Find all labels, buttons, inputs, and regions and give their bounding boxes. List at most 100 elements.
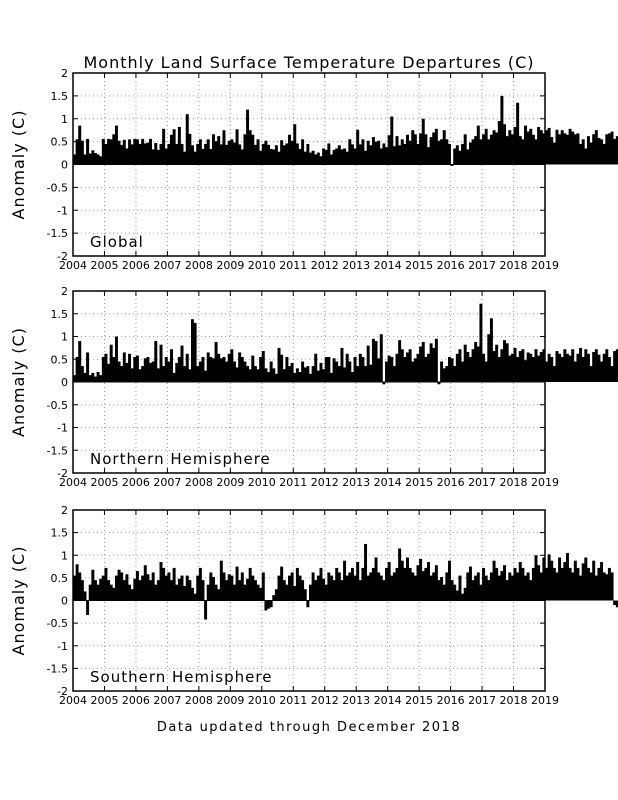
anomaly-bar: [277, 575, 281, 601]
anomaly-bar: [411, 361, 415, 382]
anomaly-bar: [107, 363, 111, 382]
anomaly-bar: [319, 362, 323, 382]
y-tick-label: -1.5: [47, 444, 68, 457]
anomaly-bar: [280, 140, 284, 165]
anomaly-bar: [471, 349, 475, 382]
anomaly-bar: [495, 132, 499, 165]
x-tick-label: 2010: [248, 476, 276, 489]
anomaly-bar: [227, 574, 231, 601]
anomaly-bar: [545, 567, 548, 601]
anomaly-bar: [419, 346, 423, 382]
x-tick-label: 2010: [248, 259, 276, 272]
anomaly-bar: [322, 578, 326, 601]
anomaly-bar: [172, 372, 176, 382]
x-tick-label: 2012: [311, 476, 339, 489]
anomaly-bar: [112, 587, 116, 601]
anomaly-bar: [88, 153, 92, 165]
anomaly-bar: [534, 139, 538, 165]
anomaly-bar: [329, 575, 333, 601]
anomaly-bar: [185, 575, 189, 601]
anomaly-bar: [398, 340, 402, 382]
y-tick-label: -0.5: [47, 617, 68, 630]
y-tick-label: 2: [61, 285, 68, 298]
anomaly-bar: [545, 361, 548, 382]
anomaly-bar: [222, 356, 226, 382]
anomaly-bar: [93, 153, 97, 165]
anomaly-bar: [382, 580, 386, 601]
anomaly-bar: [385, 361, 389, 382]
anomaly-bar: [450, 164, 454, 166]
anomaly-bar: [288, 134, 291, 165]
anomaly-bar: [471, 139, 475, 165]
anomaly-bar: [379, 334, 383, 382]
anomaly-bar: [424, 567, 428, 601]
anomaly-bar: [259, 587, 263, 601]
x-tick-label: 2013: [342, 694, 370, 707]
anomaly-bar: [337, 145, 341, 165]
anomaly-bar: [128, 139, 132, 165]
anomaly-bar: [594, 575, 598, 601]
anomaly-bar: [146, 356, 150, 382]
anomaly-bar: [390, 116, 394, 165]
anomaly-bar: [424, 356, 428, 382]
anomaly-bar: [573, 361, 577, 382]
anomaly-bar: [453, 584, 457, 601]
anomaly-bar: [264, 368, 268, 382]
anomaly-bar: [280, 354, 284, 382]
anomaly-bar: [487, 334, 491, 382]
anomaly-bar: [209, 148, 213, 165]
anomaly-bar: [576, 567, 580, 601]
anomaly-bar: [107, 580, 111, 601]
anomaly-bar: [482, 567, 486, 601]
y-tick-label: 1.5: [51, 308, 69, 321]
anomaly-bar: [589, 366, 593, 382]
anomaly-bar: [445, 139, 449, 165]
anomaly-bar: [104, 353, 108, 382]
anomaly-bar: [453, 366, 457, 382]
anomaly-bar: [550, 356, 554, 382]
anomaly-bar: [461, 593, 465, 601]
anomaly-bar: [151, 149, 155, 165]
anomaly-bar: [232, 361, 236, 382]
anomaly-bar: [500, 95, 504, 165]
anomaly-bar: [112, 356, 116, 382]
x-tick-label: 2019: [531, 694, 559, 707]
anomaly-bar: [122, 352, 126, 382]
anomaly-bar: [466, 149, 470, 165]
x-tick-label: 2010: [248, 694, 276, 707]
anomaly-bar: [306, 366, 310, 382]
anomaly-bar: [272, 149, 276, 165]
x-tick-label: 2013: [342, 476, 370, 489]
anomaly-bar: [267, 144, 271, 165]
anomaly-bar: [78, 572, 82, 601]
anomaly-bar: [99, 578, 103, 601]
y-tick-label: 1: [61, 331, 68, 344]
anomaly-bar: [508, 130, 512, 165]
anomaly-bar: [73, 575, 76, 601]
anomaly-bar: [259, 356, 263, 382]
anomaly-bar: [138, 580, 142, 601]
anomaly-bar: [340, 347, 344, 383]
x-tick-label: 2011: [279, 259, 307, 272]
anomaly-bar: [138, 369, 142, 382]
x-tick-label: 2015: [405, 694, 433, 707]
anomaly-bar: [458, 150, 462, 165]
anomaly-bar: [222, 572, 226, 601]
anomaly-bar: [240, 572, 244, 601]
anomaly-bar: [193, 322, 197, 382]
anomaly-bar: [290, 140, 294, 165]
anomaly-bar: [180, 345, 184, 382]
anomaly-bar: [219, 358, 223, 382]
anomaly-bar: [88, 375, 92, 382]
anomaly-bar: [513, 567, 517, 601]
anomaly-bar: [489, 572, 493, 601]
anomaly-bar: [455, 145, 459, 165]
anomaly-bar: [434, 128, 438, 165]
anomaly-bar: [348, 572, 352, 601]
anomaly-bar: [547, 554, 551, 601]
anomaly-bar: [492, 130, 496, 165]
anomaly-bar: [75, 139, 79, 165]
anomaly-bar: [112, 134, 116, 165]
anomaly-bar: [227, 140, 231, 165]
